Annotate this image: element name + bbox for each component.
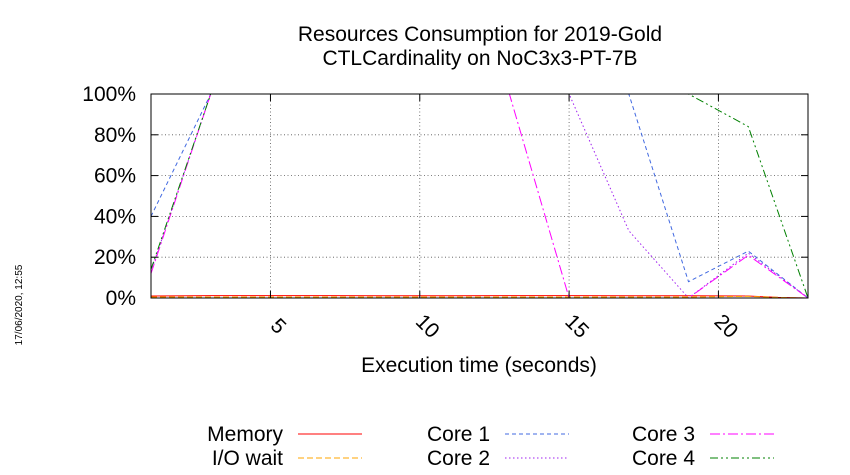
- series-line-i-o-wait: [151, 295, 809, 299]
- y-tick-label: 60%: [94, 165, 136, 188]
- x-tick-label: 15: [560, 310, 593, 343]
- series-line-core-2: [150, 93, 809, 299]
- legend-label-i-o-wait: I/O wait: [212, 447, 283, 470]
- series-line-core-1: [150, 93, 809, 299]
- x-axis: 5 10 15 20: [266, 94, 743, 343]
- plot-series: [150, 93, 809, 299]
- x-tick-label: 5: [266, 314, 291, 339]
- y-tick-label: 100%: [82, 83, 136, 106]
- y-tick-label: 0%: [106, 287, 136, 310]
- y-tick-label: 20%: [94, 246, 136, 269]
- y-tick-label: 80%: [94, 124, 136, 147]
- x-axis-label: Execution time (seconds): [361, 354, 597, 377]
- y-axis: 0% 20% 40% 60% 80% 100%: [82, 83, 808, 310]
- legend-label-memory: Memory: [207, 423, 283, 446]
- y-tick-label: 40%: [94, 205, 136, 228]
- chart-title-line-1: Resources Consumption for 2019-Gold: [298, 23, 662, 46]
- legend-label-core-1: Core 1: [427, 423, 490, 446]
- x-tick-label: 20: [710, 310, 743, 343]
- series-line-core-4: [150, 93, 809, 299]
- legend-label-core-4: Core 4: [632, 447, 695, 470]
- series-line-core-3: [150, 93, 809, 299]
- grid: [151, 93, 808, 298]
- plot-frame: [150, 93, 809, 299]
- x-tick-label: 10: [411, 310, 444, 343]
- legend-label-core-2: Core 2: [427, 447, 490, 470]
- timestamp: 17/06/2020, 12:55: [14, 264, 25, 345]
- legend-label-core-3: Core 3: [632, 423, 695, 446]
- chart-title-line-2: CTLCardinality on NoC3x3-PT-7B: [322, 47, 637, 70]
